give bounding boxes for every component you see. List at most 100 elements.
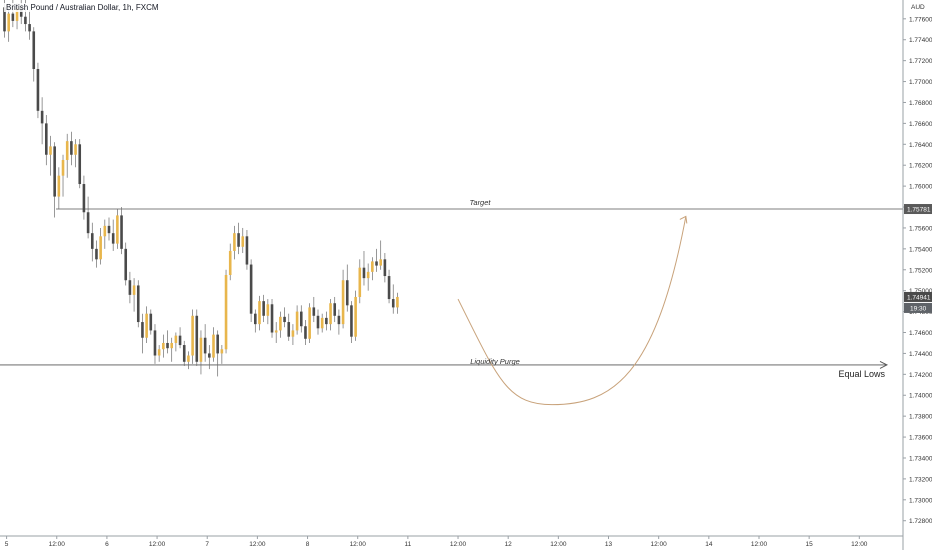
candle	[174, 332, 178, 352]
candle-body	[182, 345, 186, 362]
candle-body	[3, 7, 6, 32]
time-tick-label: 12:00	[450, 541, 467, 548]
candle-body	[371, 261, 374, 272]
time-tick-label: 12:00	[149, 541, 166, 548]
candle-body	[103, 225, 107, 237]
candle-body	[254, 313, 257, 325]
candle	[299, 305, 303, 333]
candle-body	[208, 353, 211, 358]
price-tick-label: 1.72800	[909, 518, 932, 525]
candle	[295, 305, 299, 335]
candle-body	[233, 233, 236, 251]
candle-body	[262, 301, 265, 316]
time-axis[interactable]: 5 12:00 6 12:00 7 12:00 8 12:00 11 12:00 12 12:00 13…	[0, 535, 903, 548]
candle-body	[78, 144, 82, 185]
candle-body	[366, 271, 370, 279]
candle-body	[220, 349, 224, 354]
candle-body	[191, 315, 194, 356]
candle-body	[203, 337, 207, 354]
candle-body	[241, 236, 245, 247]
candle-body	[379, 259, 382, 266]
candle	[53, 142, 56, 218]
candle	[3, 0, 6, 38]
candle	[379, 240, 382, 270]
candle-body	[128, 280, 132, 295]
candle	[366, 263, 370, 291]
time-tick-label: 11	[404, 541, 411, 548]
price-tick-label: 1.73200	[909, 476, 932, 483]
candle	[371, 257, 374, 281]
liquidity-purge-arrowhead	[679, 215, 688, 224]
candle-body	[153, 330, 157, 356]
candle-body	[228, 250, 232, 275]
candles	[3, 0, 399, 377]
candle	[233, 225, 236, 260]
price-tick-label: 1.76800	[909, 100, 932, 107]
chart-title: British Pound / Australian Dollar, 1h, F…	[4, 3, 161, 12]
candle-body	[187, 355, 190, 362]
candle	[128, 271, 132, 304]
candle-body	[65, 141, 69, 160]
candle-body	[212, 334, 215, 358]
candle-body	[195, 315, 199, 362]
candle-body	[99, 236, 102, 260]
candle	[333, 296, 337, 323]
candle-body	[116, 215, 119, 244]
candle-body	[304, 326, 307, 339]
candle	[182, 340, 186, 366]
candle	[304, 319, 307, 346]
chart-drawings: Liquidity Purge	[457, 215, 688, 406]
candle-body	[45, 123, 48, 155]
price-tick-label: 1.77200	[909, 58, 932, 65]
candle-body	[111, 233, 115, 244]
price-tick-label: 1.74200	[909, 372, 932, 379]
candle	[107, 217, 111, 241]
candle	[375, 248, 378, 272]
candle-body	[274, 330, 278, 333]
price-tick-label: 1.73400	[909, 455, 932, 462]
candle	[320, 313, 324, 333]
candle	[124, 242, 128, 286]
time-tick-label: 12:00	[550, 541, 567, 548]
candle	[337, 309, 341, 335]
candle-body	[354, 296, 357, 337]
liquidity-purge-label: Liquidity Purge	[470, 357, 520, 366]
candle	[95, 240, 98, 268]
candle	[157, 345, 161, 362]
candle-body	[345, 280, 349, 306]
candle	[208, 345, 211, 370]
last-price-badge	[904, 291, 932, 302]
candle	[166, 330, 169, 354]
candle	[245, 230, 249, 270]
time-tick-label: 5	[5, 541, 9, 548]
candle-body	[61, 159, 65, 176]
candle	[49, 135, 52, 176]
time-tick-label: 8	[306, 541, 310, 548]
candle-body	[90, 233, 94, 249]
candle-body	[124, 248, 128, 281]
candle-body	[74, 144, 77, 155]
candle-body	[95, 248, 98, 260]
candle-body	[36, 69, 40, 111]
candle-body	[375, 261, 378, 266]
chart-levels: Target Equal Lows	[0, 198, 903, 379]
candle	[170, 337, 173, 362]
countdown-badge	[904, 302, 932, 313]
candle-body	[86, 212, 90, 234]
candle	[358, 259, 362, 304]
candle-body	[145, 313, 148, 338]
candle	[141, 313, 144, 354]
candle	[308, 303, 311, 343]
candle-body	[157, 349, 161, 356]
candle-body	[237, 233, 240, 247]
candle-body	[308, 307, 311, 339]
candle-body	[136, 285, 140, 323]
candle	[132, 278, 136, 312]
candle-body	[15, 8, 19, 21]
countdown-value: 19:30	[910, 305, 927, 312]
candle-body	[383, 259, 387, 277]
candle-body	[174, 335, 178, 343]
price-axis[interactable]: 1.77600 1.77400 1.77200 1.77000 1.76800 1.766…	[902, 0, 932, 550]
price-tick-label: 1.77400	[909, 37, 932, 44]
